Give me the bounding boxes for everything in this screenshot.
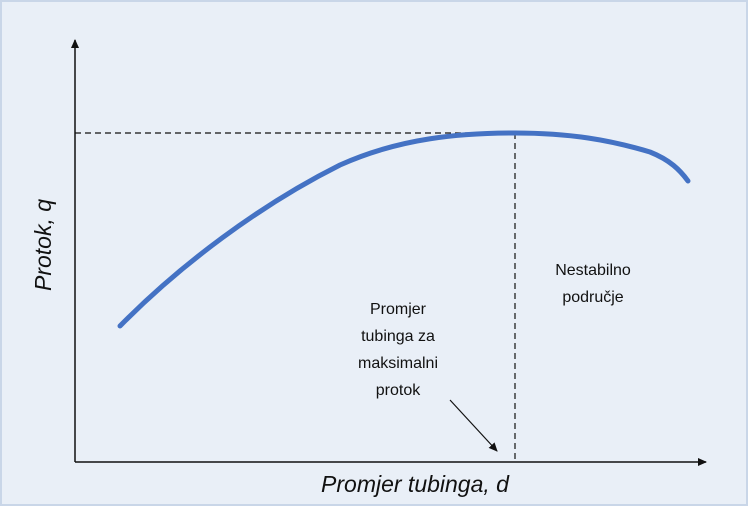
x-axis-label: Promjer tubinga, d [321, 471, 510, 497]
note-arrow [449, 399, 498, 452]
note-line: Nestabilno [555, 262, 631, 279]
note-line: tubinga za [361, 328, 435, 345]
flow-curve [117, 130, 691, 329]
note-line: područje [562, 289, 623, 306]
note-line: maksimalni [358, 355, 438, 372]
note-line: protok [376, 382, 421, 399]
note-line: Promjer [370, 301, 427, 318]
max-flow-note: Promjer tubinga za maksimalni protok [358, 301, 438, 399]
y-axis-label: Protok, q [30, 199, 56, 291]
unstable-region-note: Nestabilno područje [555, 262, 631, 306]
